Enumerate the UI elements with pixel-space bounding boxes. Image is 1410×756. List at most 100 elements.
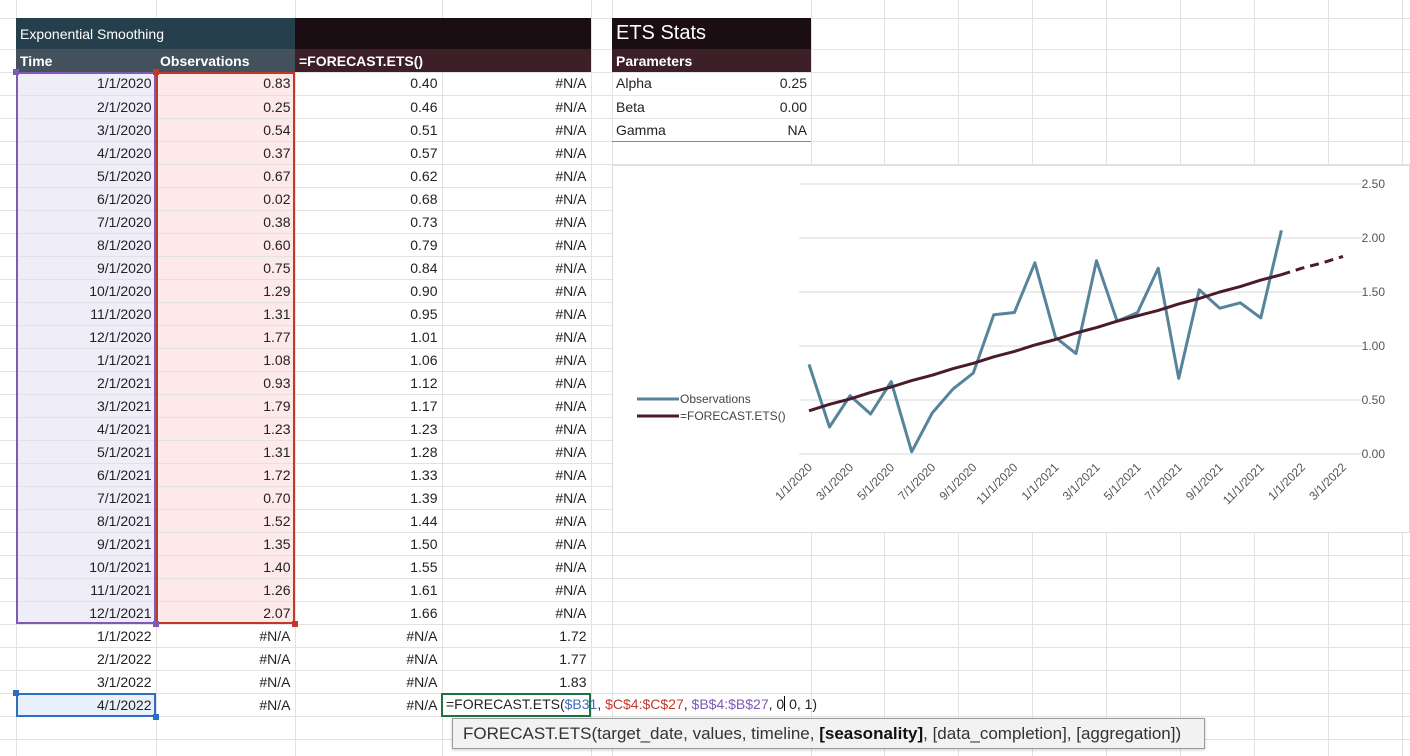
observation-cell[interactable]: 0.83 — [156, 72, 296, 96]
observation-cell[interactable]: 0.67 — [156, 164, 296, 188]
forecast-chart[interactable]: 0.00 0.50 1.00 1.50 2.00 2.50 1/1/2020 3/1/2020… — [612, 165, 1410, 533]
time-cell[interactable]: 2/1/2022 — [16, 647, 157, 671]
forecast-cell[interactable]: 1.55 — [295, 555, 443, 579]
forecast-ets-cell[interactable]: 1.72 — [442, 624, 592, 648]
observation-cell[interactable]: #N/A — [156, 693, 296, 717]
param-value[interactable]: NA — [722, 118, 811, 142]
observation-cell[interactable]: 1.08 — [156, 348, 296, 372]
range-handle[interactable] — [292, 621, 298, 627]
forecast-ets-cell[interactable]: #N/A — [442, 417, 592, 441]
forecast-cell[interactable]: #N/A — [295, 693, 443, 717]
forecast-ets-cell[interactable]: #N/A — [442, 578, 592, 602]
stats-header[interactable]: Parameters — [612, 49, 811, 72]
forecast-cell[interactable]: 0.84 — [295, 256, 443, 280]
header-time[interactable]: Time — [16, 49, 156, 72]
observation-cell[interactable]: 1.79 — [156, 394, 296, 418]
range-handle[interactable] — [153, 69, 159, 75]
forecast-cell[interactable]: 1.44 — [295, 509, 443, 533]
time-cell[interactable]: 11/1/2020 — [16, 302, 157, 326]
time-cell[interactable]: 10/1/2020 — [16, 279, 157, 303]
range-handle[interactable] — [13, 69, 19, 75]
forecast-ets-cell[interactable]: #N/A — [442, 256, 592, 280]
forecast-cell[interactable]: 0.46 — [295, 95, 443, 119]
forecast-ets-cell[interactable]: #N/A — [442, 486, 592, 510]
forecast-ets-cell[interactable]: #N/A — [442, 302, 592, 326]
range-handle[interactable] — [153, 621, 159, 627]
time-cell[interactable]: 2/1/2020 — [16, 95, 157, 119]
time-cell[interactable]: 12/1/2020 — [16, 325, 157, 349]
observation-cell[interactable]: 1.26 — [156, 578, 296, 602]
forecast-ets-cell[interactable]: #N/A — [442, 532, 592, 556]
param-name[interactable]: Alpha — [612, 72, 722, 96]
forecast-cell[interactable]: 0.90 — [295, 279, 443, 303]
time-cell[interactable]: 1/1/2021 — [16, 348, 157, 372]
title-filler[interactable] — [295, 18, 591, 49]
time-cell[interactable]: 8/1/2021 — [16, 509, 157, 533]
time-cell[interactable]: 9/1/2021 — [16, 532, 157, 556]
range-handle[interactable] — [13, 690, 19, 696]
stats-title[interactable]: ETS Stats — [612, 18, 811, 49]
observation-cell[interactable]: 1.31 — [156, 302, 296, 326]
observation-cell[interactable]: 0.60 — [156, 233, 296, 257]
observation-cell[interactable]: 1.40 — [156, 555, 296, 579]
time-cell[interactable]: 12/1/2021 — [16, 601, 157, 625]
forecast-cell[interactable]: 0.57 — [295, 141, 443, 165]
forecast-cell[interactable]: 1.17 — [295, 394, 443, 418]
time-cell[interactable]: 1/1/2020 — [16, 72, 157, 96]
observation-cell[interactable]: 0.38 — [156, 210, 296, 234]
range-handle[interactable] — [153, 714, 159, 720]
forecast-cell[interactable]: 1.06 — [295, 348, 443, 372]
forecast-cell[interactable]: #N/A — [295, 624, 443, 648]
forecast-cell[interactable]: 0.62 — [295, 164, 443, 188]
forecast-cell[interactable]: 1.01 — [295, 325, 443, 349]
forecast-cell[interactable]: 1.66 — [295, 601, 443, 625]
time-cell[interactable]: 4/1/2021 — [16, 417, 157, 441]
time-cell[interactable]: 1/1/2022 — [16, 624, 157, 648]
sheet-title[interactable]: Exponential Smoothing — [16, 18, 295, 49]
forecast-cell[interactable]: 0.95 — [295, 302, 443, 326]
forecast-ets-cell[interactable]: #N/A — [442, 141, 592, 165]
observation-cell[interactable]: 0.93 — [156, 371, 296, 395]
time-cell[interactable]: 7/1/2020 — [16, 210, 157, 234]
time-cell[interactable]: 6/1/2020 — [16, 187, 157, 211]
forecast-ets-cell[interactable]: #N/A — [442, 348, 592, 372]
forecast-ets-cell[interactable]: #N/A — [442, 72, 592, 96]
forecast-ets-cell[interactable]: #N/A — [442, 325, 592, 349]
time-cell[interactable]: 10/1/2021 — [16, 555, 157, 579]
forecast-cell[interactable]: #N/A — [295, 647, 443, 671]
param-name[interactable]: Gamma — [612, 118, 722, 142]
observation-cell[interactable]: 1.72 — [156, 463, 296, 487]
time-cell[interactable]: 3/1/2021 — [16, 394, 157, 418]
observation-cell[interactable]: 1.23 — [156, 417, 296, 441]
time-cell[interactable]: 2/1/2021 — [16, 371, 157, 395]
forecast-ets-cell[interactable]: #N/A — [442, 118, 592, 142]
time-cell[interactable]: 5/1/2020 — [16, 164, 157, 188]
time-cell[interactable]: 6/1/2021 — [16, 463, 157, 487]
observation-cell[interactable]: 1.35 — [156, 532, 296, 556]
observation-cell[interactable]: 1.31 — [156, 440, 296, 464]
param-value[interactable]: 0.00 — [722, 95, 811, 119]
forecast-ets-cell[interactable]: #N/A — [442, 210, 592, 234]
forecast-cell[interactable]: 1.28 — [295, 440, 443, 464]
observation-cell[interactable]: 0.25 — [156, 95, 296, 119]
observation-cell[interactable]: 0.54 — [156, 118, 296, 142]
forecast-cell[interactable]: 1.50 — [295, 532, 443, 556]
observation-cell[interactable]: 0.02 — [156, 187, 296, 211]
forecast-ets-cell[interactable]: 1.83 — [442, 670, 592, 694]
time-cell[interactable]: 8/1/2020 — [16, 233, 157, 257]
formula-text[interactable]: =FORECAST.ETS($B31, $C$4:$C$27, $B$4:$B$… — [446, 696, 817, 712]
time-cell[interactable]: 11/1/2021 — [16, 578, 157, 602]
observation-cell[interactable]: 2.07 — [156, 601, 296, 625]
forecast-cell[interactable]: 1.12 — [295, 371, 443, 395]
forecast-cell[interactable]: 0.68 — [295, 187, 443, 211]
forecast-cell[interactable]: 0.73 — [295, 210, 443, 234]
forecast-cell[interactable]: 0.51 — [295, 118, 443, 142]
observation-cell[interactable]: 0.70 — [156, 486, 296, 510]
time-cell[interactable]: 3/1/2022 — [16, 670, 157, 694]
forecast-cell[interactable]: 1.23 — [295, 417, 443, 441]
observation-cell[interactable]: 1.29 — [156, 279, 296, 303]
forecast-ets-cell[interactable]: #N/A — [442, 601, 592, 625]
forecast-ets-cell[interactable]: 1.77 — [442, 647, 592, 671]
forecast-cell[interactable]: 0.40 — [295, 72, 443, 96]
forecast-ets-cell[interactable]: #N/A — [442, 279, 592, 303]
